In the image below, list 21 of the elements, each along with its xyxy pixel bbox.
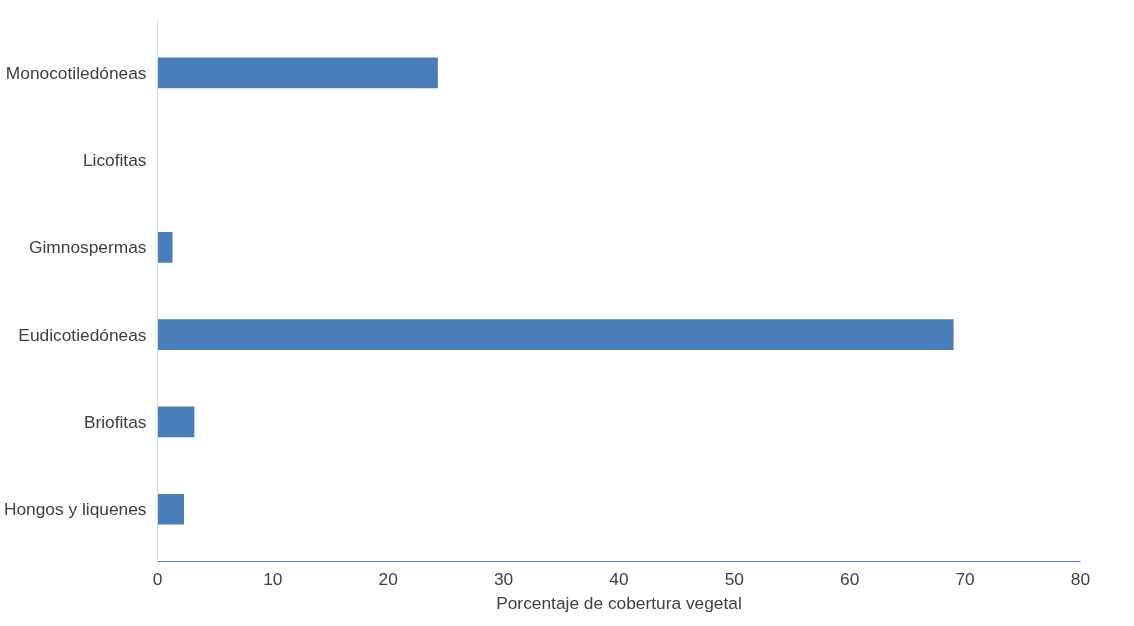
bar bbox=[157, 493, 185, 525]
y-tick-label: Eudicotiedóneas bbox=[18, 324, 147, 345]
x-tick-label: 50 bbox=[724, 568, 745, 589]
bar bbox=[157, 319, 954, 350]
x-tick-label: 20 bbox=[378, 568, 398, 589]
y-tick-label: Hongos y liquenes bbox=[3, 499, 147, 520]
x-tick-label: 0 bbox=[152, 568, 163, 589]
x-tick-label: 40 bbox=[609, 568, 629, 589]
bar bbox=[157, 406, 195, 438]
x-axis-title: Porcentaje de cobertura vegetal bbox=[496, 592, 742, 613]
y-tick-label: Briofitas bbox=[83, 411, 147, 432]
y-tick-label: Monocotiledóneas bbox=[5, 62, 147, 83]
y-tick-label: Licofitas bbox=[82, 150, 147, 171]
x-tick-label: 60 bbox=[840, 568, 860, 589]
bar bbox=[157, 57, 438, 89]
x-tick-label: 80 bbox=[1070, 568, 1091, 589]
bar bbox=[157, 232, 173, 263]
x-tick-label: 30 bbox=[493, 568, 514, 589]
x-tick-label: 70 bbox=[955, 568, 975, 589]
y-tick-label: Gimnospermas bbox=[29, 237, 147, 258]
x-tick-label: 10 bbox=[263, 568, 283, 589]
